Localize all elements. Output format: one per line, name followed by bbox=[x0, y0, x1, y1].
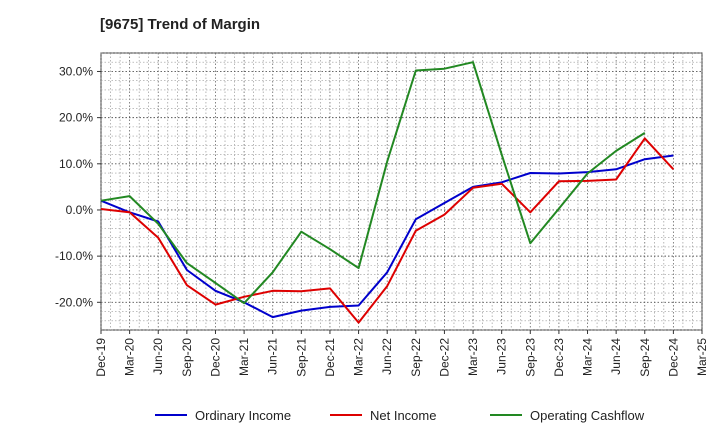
x-tick-label: Mar-24 bbox=[581, 338, 595, 376]
x-tick-label: Sep-21 bbox=[294, 338, 308, 377]
x-tick-label: Dec-21 bbox=[323, 338, 337, 377]
x-tick-label: Jun-22 bbox=[380, 338, 394, 375]
legend-label: Operating Cashflow bbox=[530, 408, 645, 423]
x-tick-label: Jun-21 bbox=[266, 338, 280, 375]
x-tick-label: Dec-24 bbox=[666, 338, 680, 377]
legend-label: Net Income bbox=[370, 408, 436, 423]
x-tick-label: Dec-23 bbox=[552, 338, 566, 377]
x-tick-label: Sep-23 bbox=[523, 338, 537, 377]
chart-title: [9675] Trend of Margin bbox=[100, 16, 261, 33]
x-tick-label: Sep-20 bbox=[180, 338, 194, 377]
x-tick-label: Sep-22 bbox=[409, 338, 423, 377]
x-tick-label: Jun-24 bbox=[609, 338, 623, 375]
x-tick-label: Mar-25 bbox=[695, 338, 709, 376]
x-tick-label: Jun-20 bbox=[151, 338, 165, 375]
x-tick-label: Mar-22 bbox=[352, 338, 366, 376]
x-tick-label: Mar-23 bbox=[466, 338, 480, 376]
y-tick-label: 10.0% bbox=[59, 157, 93, 171]
series-line-ordinary-income bbox=[100, 154, 674, 319]
x-tick-label: Mar-20 bbox=[123, 338, 137, 376]
x-tick-label: Dec-20 bbox=[208, 338, 222, 377]
x-tick-label: Jun-23 bbox=[495, 338, 509, 375]
y-tick-label: 20.0% bbox=[59, 111, 93, 125]
x-tick-label: Mar-21 bbox=[237, 338, 251, 376]
y-tick-label: -20.0% bbox=[55, 295, 93, 309]
y-tick-label: -10.0% bbox=[55, 249, 93, 263]
y-tick-label: 30.0% bbox=[59, 64, 93, 78]
x-tick-label: Dec-22 bbox=[437, 338, 451, 377]
legend-label: Ordinary Income bbox=[195, 408, 291, 423]
x-tick-label: Dec-19 bbox=[94, 338, 108, 377]
series-line-net-income bbox=[100, 137, 675, 324]
series-line-operating-cashflow bbox=[100, 61, 646, 305]
x-tick-label: Sep-24 bbox=[638, 338, 652, 377]
y-tick-label: 0.0% bbox=[66, 203, 94, 217]
